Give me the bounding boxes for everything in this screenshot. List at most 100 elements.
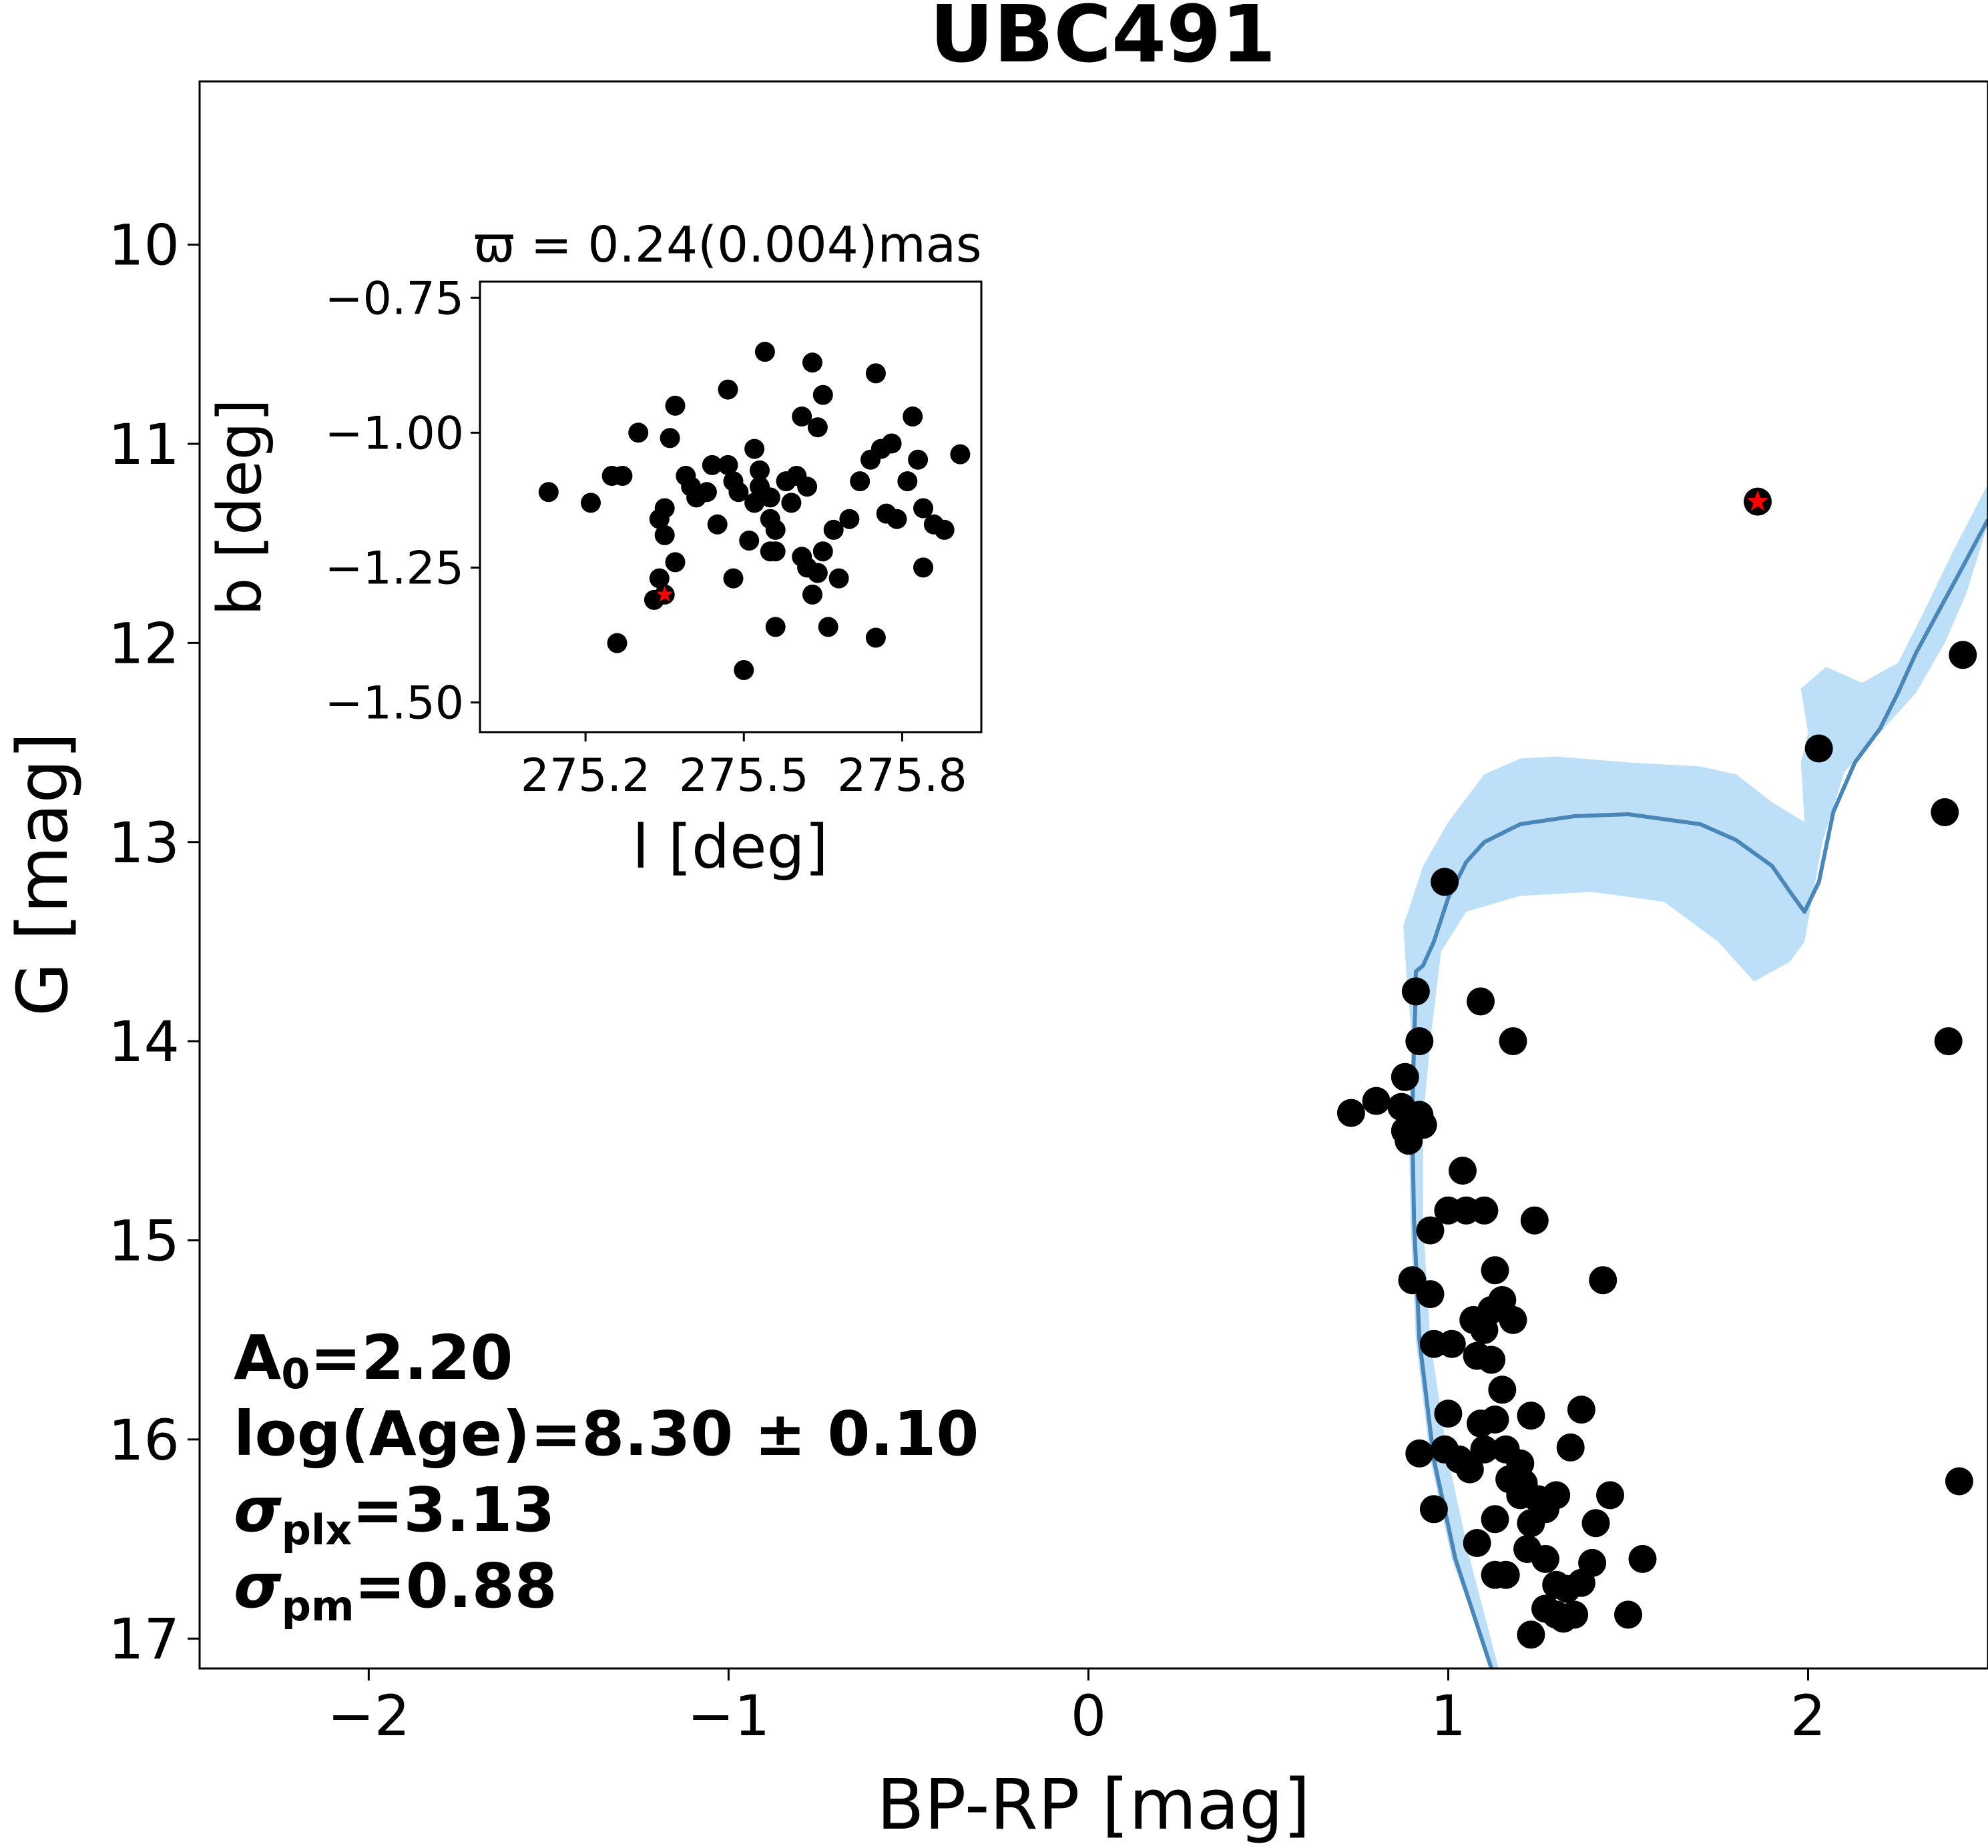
member-star-point [1931, 798, 1959, 826]
inset-star-point [718, 379, 738, 400]
y-tick-label: 10 [108, 213, 180, 278]
member-star-point [1431, 868, 1459, 896]
member-star-point [1481, 1406, 1509, 1434]
member-star-point [1578, 1548, 1607, 1577]
inset-star-point [654, 498, 675, 519]
inset-star-point [760, 487, 780, 508]
highlighted-star [1744, 487, 1772, 516]
y-axis-label: G [mag] [2, 732, 83, 1016]
member-stars [1336, 641, 1977, 1649]
y-tick-label: 14 [108, 1009, 180, 1074]
member-star-point [1405, 1439, 1434, 1468]
sigma-pm-value: =0.88 [354, 1550, 557, 1622]
x-tick-label: −2 [327, 1683, 410, 1749]
member-star-point [1434, 1400, 1463, 1428]
inset-star-point [812, 384, 833, 405]
inset-star-point [765, 617, 786, 637]
sigma-plx-value: =3.13 [352, 1474, 555, 1546]
member-star-point [1614, 1600, 1642, 1629]
inset-highlight-marker [656, 585, 673, 602]
member-star-point [1517, 1509, 1545, 1538]
member-star-point [1499, 1305, 1527, 1334]
sigma-plx-symbol: σ [234, 1474, 282, 1546]
member-star-point [1449, 1157, 1477, 1185]
inset-star-point [765, 519, 786, 540]
member-star-point [1470, 1196, 1499, 1225]
inset-background [480, 282, 981, 732]
inset-star-point [850, 471, 871, 492]
y-tick-label: 17 [108, 1606, 180, 1672]
inset-star-point [649, 568, 670, 589]
y-tick-label: 15 [108, 1209, 180, 1274]
member-star-point [1581, 1509, 1610, 1538]
member-star-point [1467, 987, 1495, 1016]
inset-star-point [612, 466, 633, 486]
member-star-point [1470, 1435, 1499, 1464]
x-axis-ticks: −2 −1 0 1 2 [327, 1668, 1826, 1749]
inset-star-point [802, 584, 822, 605]
member-star-point [1362, 1087, 1391, 1115]
inset-star-point [654, 525, 675, 545]
inset-star-point [908, 449, 929, 470]
member-star-point [1499, 1027, 1527, 1056]
inset-star-point [934, 519, 955, 540]
inset-y-tick-label: −0.75 [325, 272, 464, 325]
x-tick-label: 0 [1071, 1683, 1106, 1749]
inset-star-point [581, 493, 601, 513]
inset-star-point [744, 493, 765, 513]
inset-y-tick-label: −1.25 [325, 542, 464, 595]
inset-star-point [728, 482, 749, 503]
inset-star-point [903, 406, 923, 427]
member-star-point [1455, 1455, 1484, 1484]
inset-star-point [913, 557, 933, 578]
inset-star-point [865, 627, 886, 648]
member-star-point [1542, 1481, 1571, 1510]
member-star-point [1589, 1266, 1618, 1295]
main-plot-frame [198, 80, 1988, 1670]
member-star-point [1560, 1600, 1589, 1629]
isochrone-uncertainty-band [1403, 483, 1988, 1669]
inset-star-point [792, 406, 812, 427]
member-star-point [1556, 1433, 1585, 1462]
inset-frame [479, 280, 983, 733]
extinction-annotation: A0=2.20 [234, 1322, 513, 1398]
member-star-point [1416, 1216, 1445, 1245]
inset-y-axis-label: b [deg] [205, 398, 275, 616]
member-star-point [1481, 1256, 1509, 1285]
inset-y-tick-label: −1.00 [325, 407, 464, 460]
x-tick-label: 1 [1431, 1683, 1466, 1749]
extinction-subscript: 0 [281, 1349, 310, 1398]
inset-star-point [802, 352, 822, 373]
member-star-point [1437, 1329, 1466, 1358]
y-tick-label: 13 [108, 810, 180, 876]
member-star-point [1391, 1062, 1419, 1091]
y-axis-ticks: 10 11 12 13 14 15 16 17 [108, 213, 200, 1672]
highlight-star-marker [1746, 490, 1769, 511]
inset-star-point [665, 552, 686, 573]
inset-highlighted-star [654, 584, 675, 605]
member-star-point [1628, 1544, 1657, 1573]
member-star-point [1463, 1341, 1491, 1370]
inset-star-point [718, 454, 738, 475]
member-star-point [1416, 1280, 1445, 1309]
member-star-point [1531, 1544, 1559, 1573]
inset-star-point [744, 438, 765, 459]
member-star-point [1405, 1027, 1434, 1056]
inset-star-point [812, 541, 833, 562]
inset-star-point [707, 514, 728, 535]
y-tick-label: 16 [108, 1408, 180, 1473]
inset-star-point [665, 395, 686, 416]
member-star-point [1567, 1396, 1595, 1424]
sigma-plx-annotation: σplx=3.13 [234, 1474, 555, 1554]
inset-star-point [950, 444, 971, 465]
inset-star-point [723, 568, 744, 589]
sigma-plx-subscript: plx [282, 1506, 352, 1554]
inset-title: ϖ = 0.24(0.004)mas [473, 216, 981, 274]
age-annotation: log(Age)=8.30 ± 0.10 [234, 1398, 979, 1470]
member-star-point [1336, 1099, 1365, 1127]
y-tick-label: 12 [108, 611, 180, 676]
inset-star-point [807, 417, 828, 438]
inset-star-point [823, 519, 844, 540]
inset-x-axis-label: l [deg] [632, 812, 828, 882]
